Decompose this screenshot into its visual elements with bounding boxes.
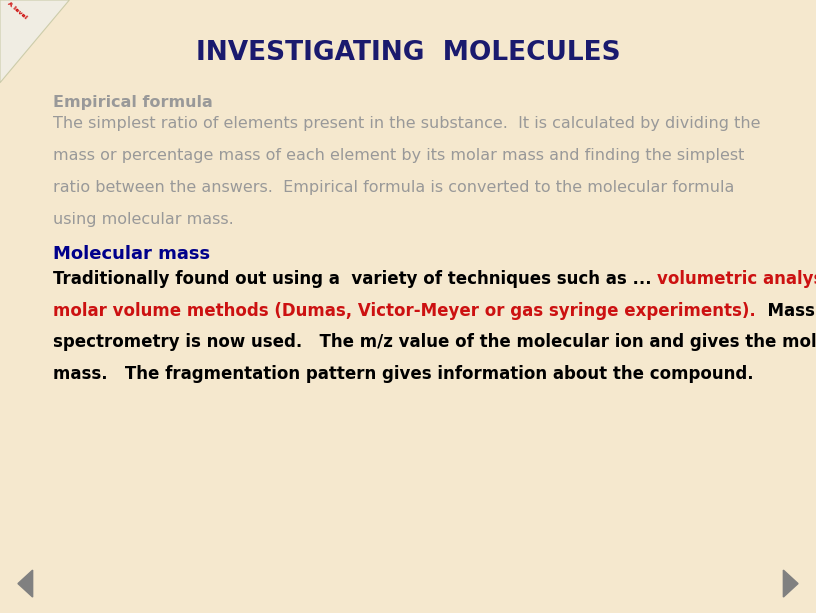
Text: using molecular mass.: using molecular mass. [53,212,234,227]
Text: The simplest ratio of elements present in the substance.  It is calculated by di: The simplest ratio of elements present i… [53,116,761,131]
Text: Mass: Mass [756,302,814,319]
Text: mass or percentage mass of each element by its molar mass and finding the simple: mass or percentage mass of each element … [53,148,744,163]
Text: molar volume methods (Dumas, Victor-Meyer or gas syringe experiments).: molar volume methods (Dumas, Victor-Meye… [53,302,756,319]
Text: Molecular mass: Molecular mass [53,245,211,263]
Text: Traditionally found out using a  variety of techniques such as ...: Traditionally found out using a variety … [53,270,658,287]
Text: volumetric analysis: volumetric analysis [658,270,816,287]
Text: Empirical formula: Empirical formula [53,95,213,110]
Text: A level: A level [7,1,28,20]
Text: mass.   The fragmentation pattern gives information about the compound.: mass. The fragmentation pattern gives in… [53,365,754,383]
Polygon shape [18,570,33,597]
Text: INVESTIGATING  MOLECULES: INVESTIGATING MOLECULES [196,40,620,66]
Text: ratio between the answers.  Empirical formula is converted to the molecular form: ratio between the answers. Empirical for… [53,180,734,195]
Text: spectrometry is now used.   The m/z value of the molecular ion and gives the mol: spectrometry is now used. The m/z value … [53,333,816,351]
Polygon shape [0,0,69,83]
Polygon shape [783,570,798,597]
